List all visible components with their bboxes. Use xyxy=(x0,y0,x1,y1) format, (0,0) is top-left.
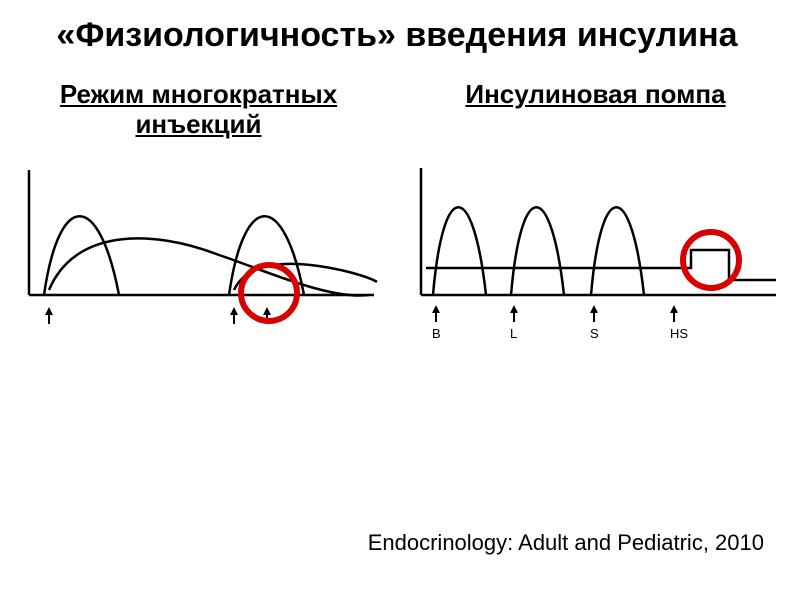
left-chart-col xyxy=(0,160,397,350)
right-chart-col: B L S HS xyxy=(397,160,794,350)
axis-label: HS xyxy=(670,326,688,341)
axis-label: B xyxy=(432,326,441,341)
citation-text: Endocrinology: Adult and Pediatric, 2010 xyxy=(368,530,764,556)
subtitles-row: Режим многократных инъекций Инсулиновая … xyxy=(0,80,794,140)
axis-label: S xyxy=(590,326,599,341)
subtitle-left: Режим многократных инъекций xyxy=(0,80,397,140)
charts-row: B L S HS xyxy=(0,160,794,350)
slide-title: «Физиологичность» введения инсулина xyxy=(0,16,794,55)
subtitle-right: Инсулиновая помпа xyxy=(397,80,794,140)
left-chart xyxy=(19,160,379,340)
axis-label: L xyxy=(510,326,517,341)
right-chart: B L S HS xyxy=(411,160,781,350)
